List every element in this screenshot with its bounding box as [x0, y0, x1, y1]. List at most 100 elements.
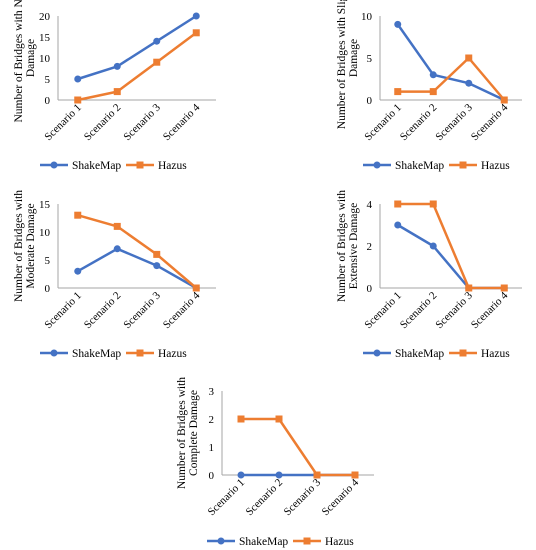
data-point-hazus [429, 88, 437, 96]
legend-label: ShakeMap [72, 348, 121, 360]
legend-marker [303, 537, 311, 545]
data-point-hazus [313, 471, 321, 479]
series-line-shakemap [77, 14, 197, 81]
data-point-shakemap [429, 242, 437, 250]
legend-label: Hazus [325, 536, 354, 548]
y-tick-label: 20 [39, 11, 51, 23]
y-tick-label: 10 [361, 11, 373, 23]
series-line-hazus [397, 56, 506, 101]
data-point-shakemap [113, 245, 121, 253]
series-line-shakemap [396, 23, 505, 102]
data-point-hazus [429, 200, 437, 208]
x-tick-label: Scenario 1 [42, 290, 84, 332]
y-tick-label: 0 [367, 283, 373, 295]
x-tick-label: Scenario 3 [433, 101, 475, 143]
legend-marker [459, 161, 467, 169]
series-line-hazus [77, 213, 198, 289]
x-tick-label: Scenario 3 [121, 101, 163, 143]
legend-label: ShakeMap [395, 160, 444, 172]
y-axis-title-line: Number of Bridges with [176, 377, 188, 489]
x-tick-label: Scenario 3 [121, 289, 163, 331]
legend: ShakeMap Hazus [207, 536, 354, 548]
y-axis-title-line: Damage [25, 39, 37, 77]
x-tick-label: Scenario 4 [469, 289, 511, 331]
y-axis-title: Number of Bridges withExtensive Damage [336, 190, 360, 302]
x-tick-label: Scenario 1 [206, 477, 248, 519]
legend: ShakeMap Hazus [363, 348, 510, 360]
x-tick-label: Scenario 4 [320, 476, 362, 518]
legend-marker [136, 161, 144, 169]
data-point-hazus [192, 29, 200, 37]
data-point-hazus [237, 415, 245, 423]
x-tick-label: Scenario 1 [42, 102, 84, 144]
legend: ShakeMap Hazus [40, 160, 187, 172]
data-point-hazus [113, 88, 121, 96]
y-tick-label: 10 [39, 53, 51, 65]
y-axis-title: Number of Bridges with NoDamage [13, 0, 37, 123]
y-tick-label: 15 [39, 32, 51, 44]
legend-marker [217, 537, 225, 545]
y-axis-title-line: Number of Bridges with [336, 190, 348, 302]
y-tick-label: 4 [367, 199, 373, 211]
x-tick-label: Scenario 2 [398, 102, 440, 144]
y-tick-label: 1 [209, 442, 215, 454]
legend-label: Hazus [481, 348, 510, 360]
legend-label: ShakeMap [72, 160, 121, 172]
data-point-hazus [394, 200, 402, 208]
data-point-hazus [153, 58, 161, 66]
x-tick-label: Scenario 4 [161, 289, 203, 331]
y-axis-title-line: Complete Damage [188, 390, 200, 476]
y-axis-title: Number of Bridges withComplete Damage [176, 377, 200, 489]
y-axis-title-line: Number of Bridges with [13, 190, 25, 302]
y-axis-title: Number of Bridges with SlightDamage [336, 0, 360, 129]
series-line-hazus [397, 202, 505, 290]
x-tick-label: Scenario 1 [362, 290, 404, 332]
legend-label: Hazus [158, 160, 187, 172]
x-tick-label: Scenario 2 [398, 290, 440, 332]
x-tick-label: Scenario 3 [282, 476, 324, 518]
data-point-shakemap [192, 12, 200, 20]
data-point-hazus [192, 284, 200, 292]
y-tick-label: 2 [209, 414, 215, 426]
legend-marker [459, 349, 467, 357]
y-tick-label: 5 [45, 74, 51, 86]
y-tick-label: 0 [367, 95, 373, 107]
series-line-hazus [241, 417, 355, 477]
data-point-shakemap [74, 267, 82, 275]
data-point-hazus [275, 415, 283, 423]
data-point-hazus [465, 54, 473, 62]
legend-marker [373, 161, 381, 169]
x-tick-label: Scenario 2 [82, 102, 124, 144]
y-axis-title-line: Extensive Damage [348, 203, 360, 290]
legend-marker [50, 349, 58, 357]
data-point-hazus [74, 211, 82, 219]
legend-label: Hazus [158, 348, 187, 360]
data-point-shakemap [153, 37, 161, 45]
y-tick-label: 0 [45, 283, 51, 295]
data-point-hazus [153, 250, 161, 258]
data-point-hazus [351, 471, 359, 479]
y-axis-title-line: Moderate Damage [25, 203, 37, 288]
data-point-hazus [74, 96, 82, 104]
legend-marker [50, 161, 58, 169]
y-tick-label: 5 [45, 255, 51, 267]
x-tick-label: Scenario 2 [244, 477, 286, 519]
y-tick-label: 3 [209, 386, 215, 398]
legend-marker [136, 349, 144, 357]
x-tick-label: Scenario 3 [433, 289, 475, 331]
data-point-shakemap [394, 221, 402, 229]
data-point-shakemap [153, 262, 161, 270]
y-tick-label: 0 [45, 95, 51, 107]
series-line-hazus [77, 31, 197, 102]
y-tick-label: 15 [39, 199, 51, 211]
y-tick-label: 2 [367, 241, 373, 253]
legend-marker [373, 349, 381, 357]
y-axis-title-line: Damage [348, 39, 360, 77]
data-point-shakemap [74, 75, 82, 83]
y-tick-label: 10 [39, 227, 51, 239]
